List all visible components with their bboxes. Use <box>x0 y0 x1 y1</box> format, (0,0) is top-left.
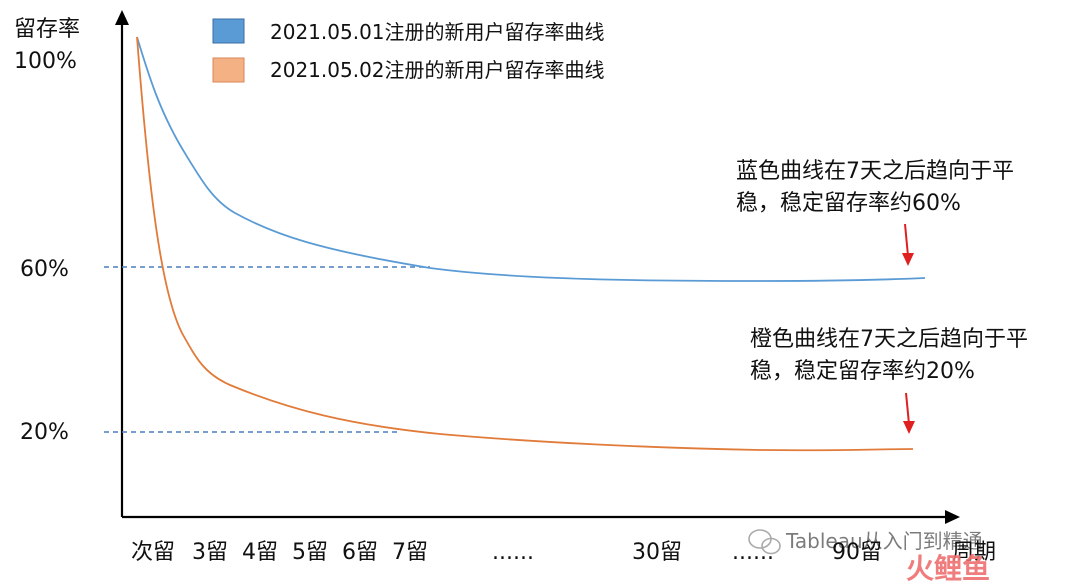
series-line-orange <box>136 36 914 452</box>
x-tick-label-ellipsis-1: ...... <box>492 540 534 565</box>
y-axis-label: 留存率 <box>14 17 80 42</box>
annotation-blue-arrow <box>904 223 909 257</box>
x-tick-label-4: 4留 <box>242 540 278 565</box>
annotation-blue-line-1: 蓝色曲线在7天之后趋向于平 <box>736 159 1014 184</box>
watermark-text: Tableau从入门到精通 <box>785 529 983 553</box>
y-tick-label-20: 20% <box>20 420 69 445</box>
x-tick-label-6: 6留 <box>342 540 378 565</box>
watermark-logo-text: 火鲤鱼 <box>906 552 990 585</box>
x-tick-label-5: 5留 <box>292 540 328 565</box>
annotation-blue-line-2: 稳，稳定留存率约60% <box>736 191 961 216</box>
annotation-orange-line-2: 稳，稳定留存率约20% <box>750 359 975 384</box>
x-tick-label-90: 90留 <box>832 540 882 565</box>
y-tick-label-100: 100% <box>14 49 77 74</box>
annotation-orange: 橙色曲线在7天之后趋向于平 稳，稳定留存率约20% <box>750 327 1028 434</box>
legend-label-blue: 2021.05.01注册的新用户留存率曲线 <box>270 20 605 44</box>
watermark: Tableau从入门到精通 <box>748 529 983 555</box>
x-axis-label: 周期 <box>952 540 996 565</box>
watermark-logo: 火鲤鱼 <box>906 552 990 585</box>
wechat-icon <box>748 529 781 555</box>
legend: 2021.05.01注册的新用户留存率曲线 2021.05.02注册的新用户留存… <box>212 18 605 83</box>
y-tick-label-60: 60% <box>20 257 69 282</box>
legend-swatch-blue <box>212 18 245 44</box>
y-axis-arrowhead <box>115 10 129 25</box>
x-tick-label-3: 3留 <box>192 540 228 565</box>
annotation-orange-arrowhead <box>903 421 915 434</box>
x-tick-label-7: 7留 <box>392 540 428 565</box>
series-line-blue <box>136 36 926 282</box>
legend-label-orange: 2021.05.02注册的新用户留存率曲线 <box>270 58 605 82</box>
x-tick-label-ci: 次留 <box>131 540 175 565</box>
annotation-blue: 蓝色曲线在7天之后趋向于平 稳，稳定留存率约60% <box>736 159 1014 266</box>
annotation-blue-arrowhead <box>902 253 914 266</box>
x-axis-arrowhead <box>945 510 960 524</box>
x-category-labels: 次留 3留 4留 5留 6留 7留 ...... 30留 ...... 90留 <box>131 540 882 565</box>
annotation-orange-arrow <box>905 392 910 425</box>
legend-swatch-orange <box>212 57 245 83</box>
x-tick-label-30: 30留 <box>632 540 682 565</box>
annotation-orange-line-1: 橙色曲线在7天之后趋向于平 <box>750 327 1028 352</box>
